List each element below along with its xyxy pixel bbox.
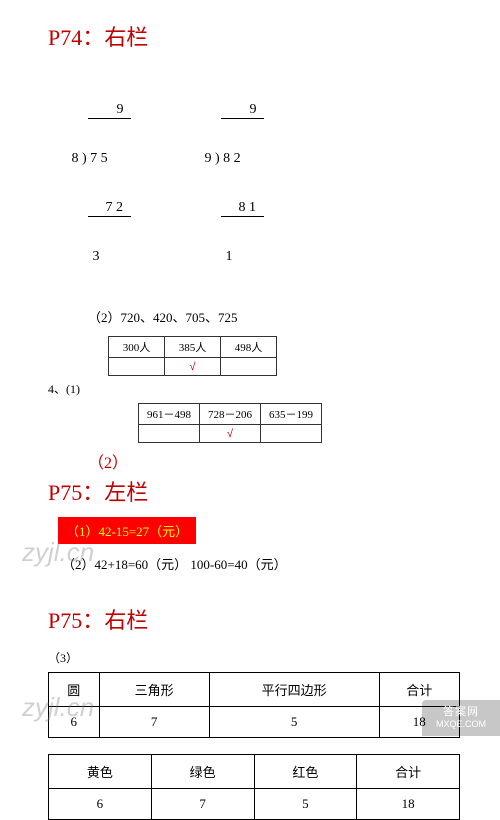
bt2-h1: 黄色: [49, 755, 152, 789]
ld2-sub: 8 1: [221, 200, 264, 217]
highlighted-answer: （1）42-15=27（元）: [58, 517, 196, 544]
st2-c3: 635－199: [261, 404, 322, 425]
ld1-sub: 7 2: [88, 200, 131, 217]
footer-badge: 答案网 MXQE.COM: [422, 700, 500, 736]
st1-c3: 498人: [221, 337, 277, 358]
st1-c1: 300人: [109, 337, 165, 358]
heading-p75-right: P75：右栏: [48, 603, 460, 635]
small-table-1: 300人 385人 498人 √: [108, 336, 277, 376]
heading-p74-right: P74：右栏: [48, 20, 460, 52]
bt2-v1: 6: [49, 789, 152, 820]
bt1-h3: 平行四边形: [209, 673, 379, 707]
bt2-h3: 红色: [254, 755, 357, 789]
bt2-h2: 绿色: [151, 755, 254, 789]
st2-k2: √: [200, 425, 261, 443]
st2-c1: 961－498: [139, 404, 200, 425]
st1-k2: √: [165, 358, 221, 376]
ld2-remainder: 1: [201, 249, 264, 265]
bt1-v3: 5: [209, 707, 379, 738]
footer-line1: 答案网: [422, 706, 500, 719]
st1-k1: [109, 358, 165, 376]
ld1-quotient: 9: [88, 102, 131, 119]
bt1-h2: 三角形: [99, 673, 209, 707]
ld2-quotient: 9: [221, 102, 264, 119]
label-4-1: 4、(1): [48, 380, 96, 397]
big-table-1: 圆 三角形 平行四边形 合计 6 7 5 18: [48, 672, 460, 738]
label-3: （3）: [48, 649, 460, 666]
ld1-dividend: 8 ) 7 5: [68, 151, 131, 167]
big-table-2: 黄色 绿色 红色 合计 6 7 5 18: [48, 754, 460, 820]
bt1-h1: 圆: [49, 673, 100, 707]
small-table-2: 961－498 728－206 635－199 √: [138, 403, 322, 443]
bt2-v4: 18: [357, 789, 460, 820]
long-division-row: 9 8 ) 7 5 7 2 3 9 9 ) 8 2 8 1 1: [68, 70, 460, 297]
heading-p75-left: P75：左栏: [48, 475, 460, 507]
bt2-v3: 5: [254, 789, 357, 820]
bt2-h4: 合计: [357, 755, 460, 789]
footer-line2: MXQE.COM: [422, 719, 500, 730]
st1-k3: [221, 358, 277, 376]
answer-line-p75-2: （2）42+18=60（元） 100-60=40（元）: [62, 554, 460, 573]
sub-label-2: （2）: [88, 449, 460, 473]
st2-c2: 728－206: [200, 404, 261, 425]
row-4-1: 300人 385人 498人 √: [48, 332, 460, 380]
ld1-remainder: 3: [68, 249, 131, 265]
bt2-v2: 7: [151, 789, 254, 820]
long-division-1: 9 8 ) 7 5 7 2 3: [68, 70, 131, 297]
st1-c2: 385人: [165, 337, 221, 358]
st2-k3: [261, 425, 322, 443]
bt1-v2: 7: [99, 707, 209, 738]
answer-line-p74-2: （2）720、420、705、725: [88, 307, 460, 326]
long-division-2: 9 9 ) 8 2 8 1 1: [201, 70, 264, 297]
st2-k1: [139, 425, 200, 443]
row-4-2: 961－498 728－206 635－199 √: [48, 399, 460, 447]
ld2-dividend: 9 ) 8 2: [201, 151, 264, 167]
bt1-v1: 6: [49, 707, 100, 738]
